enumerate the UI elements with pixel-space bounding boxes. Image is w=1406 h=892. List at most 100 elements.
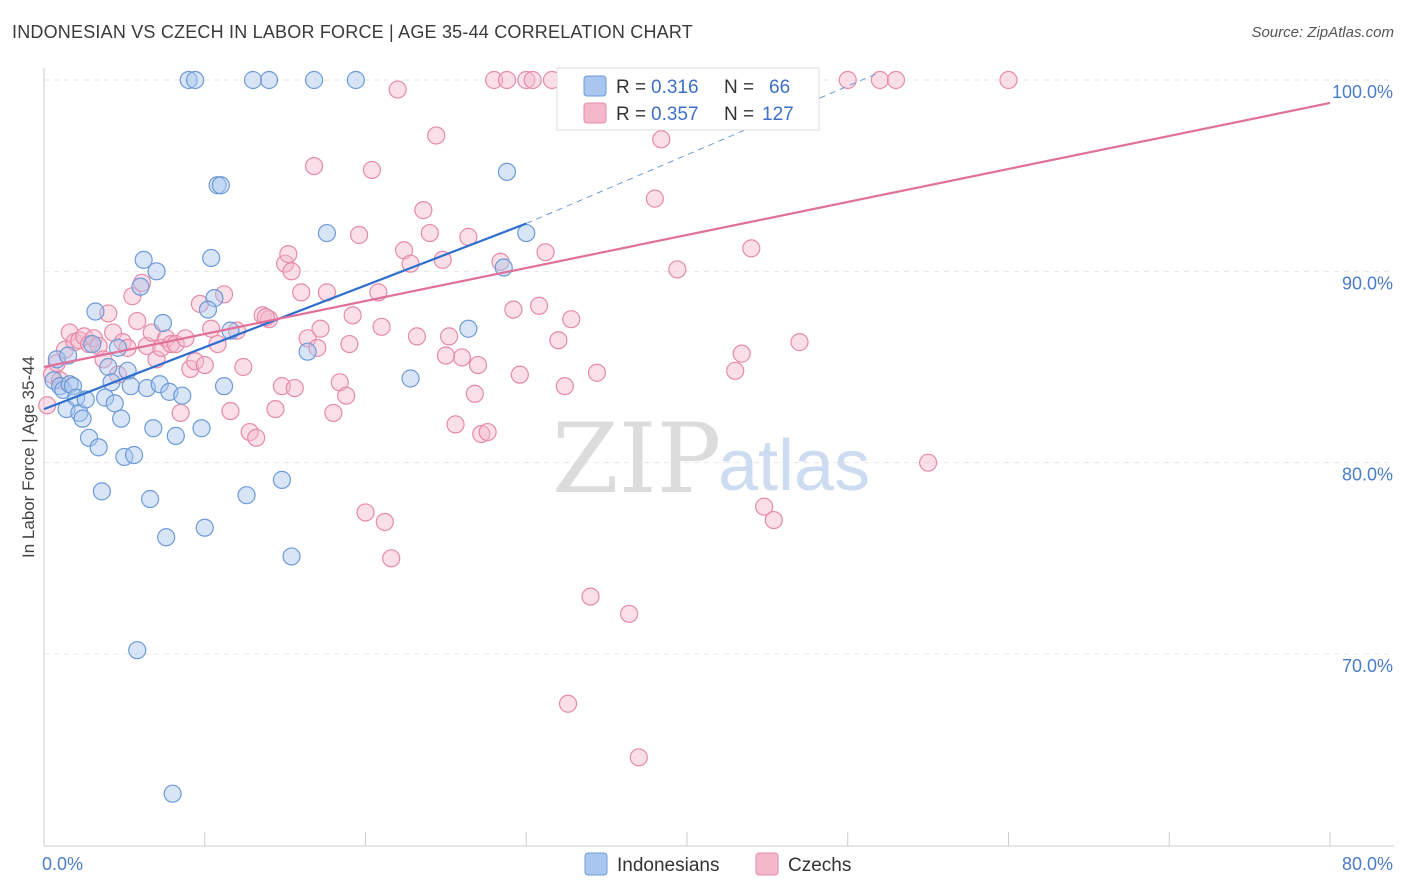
indonesians-point xyxy=(131,277,150,296)
indonesians-point xyxy=(153,313,173,333)
indonesians-point xyxy=(497,162,517,181)
legend-r-value-indonesians: 0.316 xyxy=(651,77,699,98)
y-tick-label: 100.0% xyxy=(1332,82,1393,102)
czechs-point xyxy=(171,403,190,423)
x-tick-labels: 0.0% 80.0% xyxy=(42,854,1393,874)
y-tick-labels: 70.0% 80.0% 90.0% 100.0% xyxy=(1332,82,1393,676)
x-tick-label: 80.0% xyxy=(1342,854,1393,874)
legend-n-label-indonesians: N = xyxy=(724,77,754,98)
czechs-point xyxy=(668,260,687,279)
czechs-point xyxy=(304,157,324,176)
bottom-legend-swatch-indonesians xyxy=(584,852,608,876)
czechs-point xyxy=(439,327,459,346)
czechs-point xyxy=(388,80,407,99)
indonesians-point xyxy=(121,377,140,396)
watermark: ZIP atlas xyxy=(552,403,870,515)
indonesians-point xyxy=(186,70,205,90)
czechs-point xyxy=(491,252,510,271)
czechs-point xyxy=(886,70,906,90)
indonesians-point xyxy=(86,302,105,321)
indonesians-point xyxy=(198,300,218,319)
indonesians-point xyxy=(95,388,115,407)
indonesians-point xyxy=(517,223,536,243)
bottom-legend-swatch-czechs xyxy=(755,852,779,876)
czechs-point xyxy=(870,70,890,90)
czechs-point xyxy=(536,243,555,262)
x-ticks xyxy=(204,832,1331,846)
czechs-point xyxy=(465,384,484,403)
legend-n-value-indonesians: 66 xyxy=(769,77,790,98)
bottom-legend-label-czechs: Czechs xyxy=(788,855,851,876)
legend: R = 0.316 N = 66 R = 0.357 N = 127 xyxy=(556,67,820,131)
czechs-point xyxy=(234,357,253,377)
czechs-point xyxy=(382,549,401,568)
indonesians-point xyxy=(63,377,83,396)
indonesians-point xyxy=(92,482,111,501)
czechs-point xyxy=(790,333,809,352)
legend-swatch-indonesians xyxy=(583,75,607,97)
czechs-point xyxy=(266,399,285,419)
indonesians-point xyxy=(272,470,292,489)
indonesians-point xyxy=(346,70,365,90)
indonesians-point xyxy=(79,428,99,447)
czechs-point xyxy=(414,201,433,220)
indonesians-point xyxy=(124,445,144,465)
czechs-point xyxy=(652,130,671,149)
czechs-point xyxy=(311,319,330,338)
czechs-point xyxy=(838,70,857,90)
czechs-point xyxy=(356,503,375,522)
legend-swatch-czechs xyxy=(583,102,607,124)
czechs-point xyxy=(523,70,542,90)
indonesians-point xyxy=(237,486,256,505)
indonesians-point xyxy=(459,319,478,338)
indonesians-point xyxy=(112,409,131,428)
legend-r-label-indonesians: R = xyxy=(616,77,646,98)
indonesians-trend-line xyxy=(43,222,527,411)
czechs-point xyxy=(427,126,446,145)
legend-n-value-czechs: 127 xyxy=(762,104,794,125)
legend-n-label-czechs: N = xyxy=(724,104,754,125)
czechs-points xyxy=(38,70,1018,767)
trend-lines xyxy=(43,71,1331,411)
czechs-point xyxy=(549,331,568,350)
czechs-point xyxy=(407,327,427,346)
czechs-point xyxy=(324,403,343,423)
czechs-point xyxy=(337,386,356,405)
indonesians-point xyxy=(83,334,102,354)
czechs-point xyxy=(530,296,549,315)
czechs-point xyxy=(195,355,214,375)
czechs-point xyxy=(726,361,745,380)
y-tick-label: 70.0% xyxy=(1342,656,1393,676)
indonesians-point xyxy=(134,250,153,269)
indonesians-point xyxy=(205,289,224,308)
indonesians-point xyxy=(214,377,234,396)
y-tick-label: 90.0% xyxy=(1342,273,1393,293)
czechs-point xyxy=(485,70,504,90)
bottom-legend: Indonesians Czechs xyxy=(584,852,851,876)
czechs-point xyxy=(517,70,536,90)
czechs-point xyxy=(581,587,600,606)
czechs-point xyxy=(504,300,523,319)
czechs-point xyxy=(562,310,581,329)
indonesians-point xyxy=(150,375,169,394)
czechs-point xyxy=(128,311,147,331)
indonesians-point xyxy=(163,784,182,803)
czechs-point xyxy=(452,348,472,367)
czechs-point xyxy=(375,512,394,532)
indonesians-point xyxy=(195,518,214,537)
czechs-point xyxy=(497,70,517,90)
czechs-point xyxy=(186,352,205,371)
indonesians-point xyxy=(192,419,211,438)
bottom-legend-label-indonesians: Indonesians xyxy=(617,855,719,876)
czechs-point xyxy=(343,306,362,325)
legend-r-value-czechs: 0.357 xyxy=(651,104,699,125)
czechs-point xyxy=(478,422,497,442)
czechs-point xyxy=(510,365,529,384)
czechs-point xyxy=(472,424,491,444)
indonesians-point xyxy=(211,176,230,195)
czechs-point xyxy=(279,245,298,264)
czechs-point xyxy=(308,338,327,357)
czechs-point xyxy=(555,377,574,396)
czechs-point xyxy=(732,344,751,363)
